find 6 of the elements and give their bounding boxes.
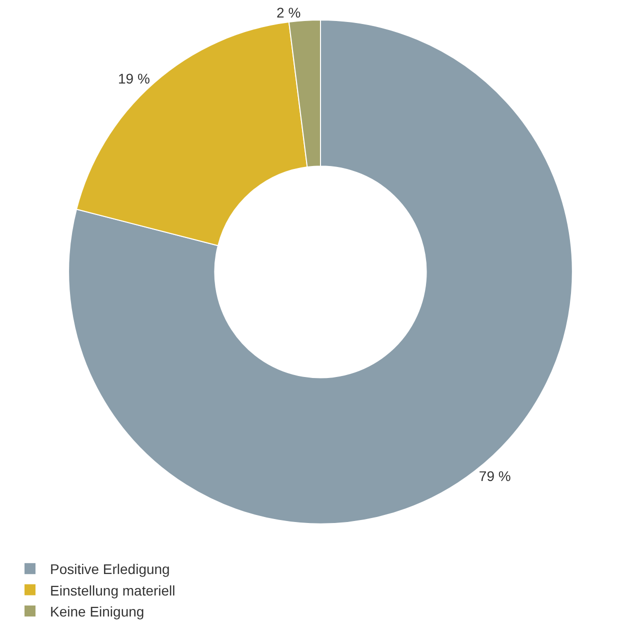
legend-label: Positive Erledigung	[50, 561, 170, 578]
data-label: 79 %	[478, 468, 511, 484]
data-label: 2 %	[276, 4, 301, 21]
data-label: 19 %	[118, 70, 150, 86]
legend-label: Keine Einigung	[50, 603, 144, 620]
legend-label: Einstellung materiell	[50, 582, 176, 598]
